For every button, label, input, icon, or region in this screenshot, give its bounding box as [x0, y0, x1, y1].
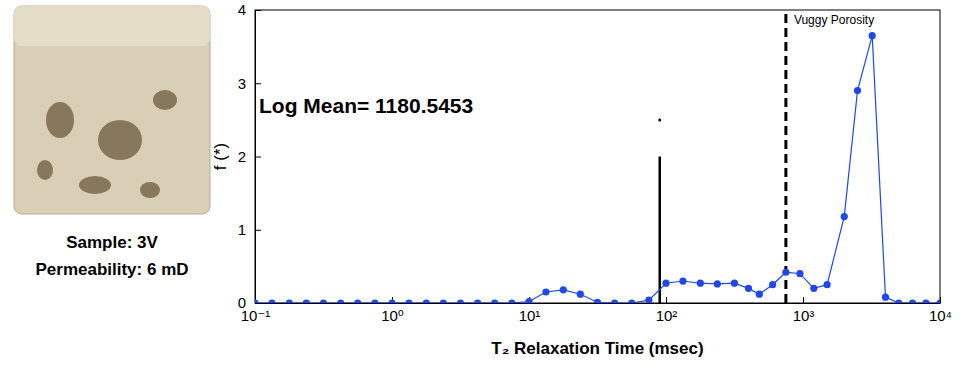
data-point: [320, 299, 327, 303]
x-tick-mark: [940, 297, 941, 303]
data-point: [457, 299, 464, 303]
y-tick: 3: [238, 75, 261, 92]
data-point: [645, 296, 652, 303]
data-point: [679, 277, 686, 284]
vug: [140, 182, 160, 198]
data-point: [594, 299, 601, 303]
x-tick-label: 10²: [656, 307, 678, 324]
data-point: [337, 299, 344, 303]
data-point: [303, 299, 310, 303]
data-point: [525, 298, 532, 303]
y-tick: 2: [238, 148, 261, 165]
x-tick: 10⁴: [929, 297, 952, 324]
data-point: [577, 291, 584, 298]
data-point: [714, 280, 721, 287]
data-point: [405, 299, 412, 303]
vug: [79, 176, 111, 194]
vug: [46, 102, 74, 138]
y-tick-mark: [255, 10, 261, 11]
x-axis: 10⁻¹10⁰10¹10²10³10⁴: [241, 297, 952, 324]
y-tick-label: 3: [238, 75, 246, 92]
data-point: [354, 299, 361, 303]
vug: [37, 160, 53, 180]
data-point: [745, 285, 752, 292]
data-point: [440, 299, 447, 303]
sample-core: [14, 6, 210, 214]
log-mean-label: Log Mean= 1180.5453: [259, 94, 473, 117]
data-point: [388, 299, 395, 303]
vug: [153, 90, 177, 110]
data-point: [796, 270, 803, 277]
y-tick-label: 0: [238, 294, 246, 311]
x-tick: 10¹: [519, 297, 541, 324]
series-line: [255, 36, 940, 303]
sample-label: Sample: 3V: [66, 233, 158, 252]
x-tick: 10⁰: [381, 297, 404, 324]
y-tick-mark: [255, 303, 261, 304]
plot-frame: [255, 10, 940, 303]
data-point: [936, 299, 940, 303]
data-point: [810, 285, 817, 292]
data-point: [869, 32, 876, 39]
data-point: [542, 288, 549, 295]
data-point: [286, 299, 293, 303]
vuggy-label: Vuggy Porosity: [794, 13, 874, 27]
y-tick: 0: [238, 294, 261, 311]
vuggy-label-group: Vuggy Porosity: [792, 12, 876, 28]
y-axis-title: f (*): [211, 143, 230, 170]
x-tick-mark: [803, 297, 804, 303]
data-point: [782, 269, 789, 276]
data-point: [474, 299, 481, 303]
y-tick-mark: [255, 83, 261, 84]
y-tick-mark: [255, 230, 261, 231]
sample-photo: [14, 6, 210, 214]
data-point: [662, 280, 669, 287]
data-point: [922, 299, 929, 303]
y-tick: 1: [238, 221, 261, 238]
x-tick-label: 10⁴: [929, 307, 952, 324]
data-point: [491, 299, 498, 303]
x-tick-label: 10⁰: [381, 307, 404, 324]
data-point: [628, 299, 635, 303]
sample-label: Permeability: 6 mD: [35, 260, 188, 279]
data-point: [255, 299, 259, 303]
data-point: [769, 281, 776, 288]
data-point: [268, 299, 275, 303]
plot-area: [255, 10, 940, 303]
data-point: [909, 299, 916, 303]
vug: [98, 120, 142, 160]
x-axis-title: T₂ Relaxation Time (msec): [491, 339, 703, 358]
chart: Sample: 3VPermeability: 6 mD10⁻¹10⁰10¹10…: [0, 0, 964, 369]
x-tick-label: 10³: [793, 307, 815, 324]
cutoff-line: [658, 157, 661, 304]
data-point: [841, 213, 848, 220]
data-point: [895, 299, 902, 303]
cutoff-line: [784, 10, 787, 303]
y-tick-mark: [255, 157, 261, 158]
data-point: [882, 294, 889, 301]
data-point: [697, 280, 704, 287]
data-point: [371, 299, 378, 303]
x-tick-mark: [666, 297, 667, 303]
data-point: [611, 299, 618, 303]
x-tick-label: 10¹: [519, 307, 541, 324]
y-axis: 0 1 2 3 4: [238, 1, 261, 311]
data-point: [731, 280, 738, 287]
x-tick: 10³: [793, 297, 815, 324]
data-point: [508, 299, 515, 303]
data-point: [854, 87, 861, 94]
data-point: [756, 291, 763, 298]
sample-top: [14, 6, 210, 46]
dot: [658, 118, 661, 121]
data-point: [423, 299, 430, 303]
data-point: [560, 286, 567, 293]
y-tick-label: 4: [238, 1, 246, 18]
y-tick-label: 1: [238, 221, 246, 238]
data-point: [824, 281, 831, 288]
y-tick-label: 2: [238, 148, 246, 165]
y-tick: 4: [238, 1, 261, 18]
label-patch: [792, 12, 876, 28]
x-axis-line: [256, 303, 941, 304]
